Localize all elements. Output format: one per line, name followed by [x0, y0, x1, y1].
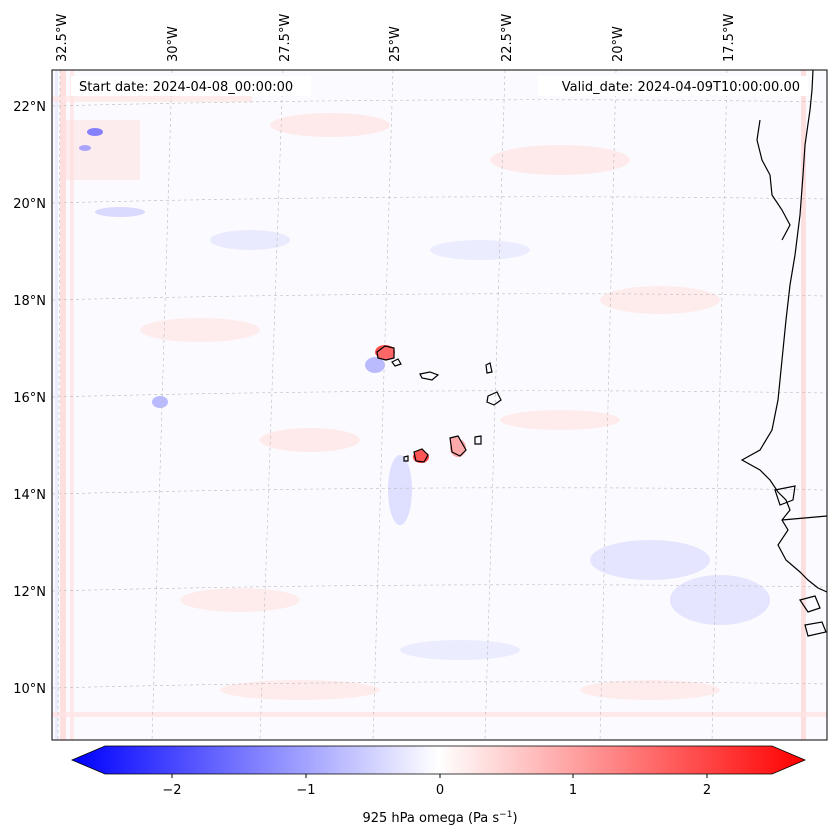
- africa-coastline: [740, 70, 827, 593]
- island-sao-vicente: [391, 358, 402, 367]
- colorbar-bar: [70, 745, 807, 775]
- island-brava: [403, 455, 409, 462]
- lat-label-22n: 22°N: [13, 100, 46, 115]
- start-date-box: [71, 76, 311, 96]
- island-santo-antao: [376, 345, 395, 361]
- lon-label-30w: 30°W: [166, 26, 181, 62]
- cape-verde-islands: [376, 345, 502, 463]
- map-background: [52, 70, 827, 740]
- island-maio: [474, 435, 482, 445]
- lon-label-20w: 20°W: [611, 26, 626, 62]
- island-boa-vista: [486, 391, 502, 406]
- valid-date-label: Valid_date: 2024-04-09T10:00:00.00: [562, 80, 800, 95]
- coastlines: [740, 70, 827, 637]
- colorbar-tick-label: −2: [162, 783, 181, 798]
- start-date-label: Start date: 2024-04-08_00:00:00: [79, 80, 293, 95]
- lat-label-18n: 18°N: [13, 294, 46, 309]
- latitude-labels: 22°N 20°N 18°N 16°N 14°N 12°N 10°N: [13, 100, 46, 697]
- lon-label-25w: 25°W: [388, 26, 403, 62]
- omega-field: [52, 70, 827, 740]
- island-sao-nicolau: [419, 371, 440, 381]
- colorbar-label-end: ): [512, 811, 517, 826]
- colorbar-tick-label: 2: [703, 783, 711, 798]
- lon-label-32-5w: 32.5°W: [55, 14, 70, 62]
- island-sal: [485, 362, 493, 374]
- colorbar: −2 −1 0 1 2 925 hPa omega (Pa s−1): [70, 745, 807, 826]
- colorbar-ticks: [171, 774, 708, 778]
- colorbar-tick-label: −1: [296, 783, 315, 798]
- lon-label-22-5w: 22.5°W: [500, 14, 515, 62]
- lat-label-20n: 20°N: [13, 197, 46, 212]
- lat-label-14n: 14°N: [13, 488, 46, 503]
- map-frame: [51, 69, 828, 741]
- colorbar-label: 925 hPa omega (Pa s−1): [362, 810, 517, 826]
- map-panel: Start date: 2024-04-08_00:00:00 Valid_da…: [51, 69, 828, 741]
- longitude-labels: 32.5°W 30°W 27.5°W 25°W 22.5°W 20°W 17.5…: [55, 14, 737, 62]
- colorbar-label-main: 925 hPa omega (Pa s: [362, 811, 499, 826]
- lat-label-16n: 16°N: [13, 391, 46, 406]
- colorbar-label-exponent: −1: [499, 810, 512, 820]
- lat-label-12n: 12°N: [13, 585, 46, 600]
- island-fogo: [413, 448, 429, 463]
- lon-label-17-5w: 17.5°W: [722, 14, 737, 62]
- colorbar-tick-label: 0: [436, 783, 444, 798]
- valid-date-box: [538, 76, 808, 96]
- colorbar-tick-label: 1: [569, 783, 577, 798]
- graticule: [52, 70, 827, 740]
- lat-label-10n: 10°N: [13, 682, 46, 697]
- lon-label-27-5w: 27.5°W: [278, 14, 293, 62]
- island-santiago: [449, 435, 467, 457]
